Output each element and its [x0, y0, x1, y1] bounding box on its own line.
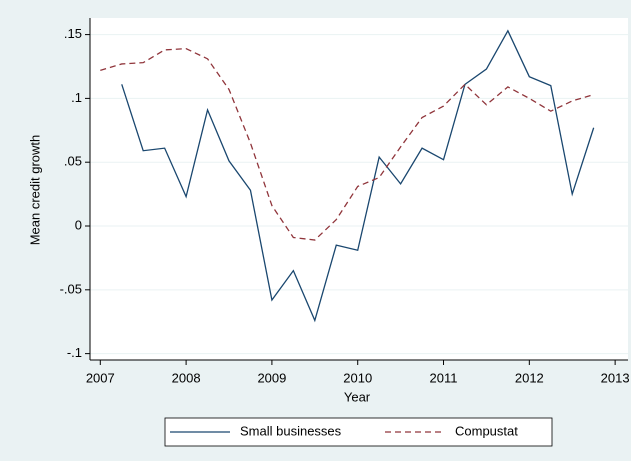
x-tick-label: 2012 — [515, 370, 544, 385]
legend-label: Compustat — [455, 423, 518, 438]
x-tick-label: 2011 — [430, 370, 458, 385]
y-axis-label: Mean credit growth — [27, 135, 42, 246]
y-tick-label: .05 — [64, 154, 82, 169]
line-series — [100, 47, 594, 241]
plot-area — [90, 18, 628, 360]
y-tick-label: -.05 — [60, 281, 82, 296]
y-tick-label: 0 — [75, 217, 82, 232]
x-axis-label: Year — [344, 389, 371, 404]
x-tick-label: 2008 — [172, 370, 201, 385]
legend-label: Small businesses — [240, 423, 342, 438]
x-tick-label: 2013 — [601, 370, 630, 385]
y-tick-label: -.1 — [67, 345, 82, 360]
x-tick-label: 2007 — [86, 370, 115, 385]
line-series — [121, 29, 595, 323]
y-tick-label: .15 — [64, 26, 82, 41]
x-tick-label: 2009 — [257, 370, 286, 385]
x-tick-label: 2010 — [343, 370, 372, 385]
y-tick-label: .1 — [71, 90, 82, 105]
